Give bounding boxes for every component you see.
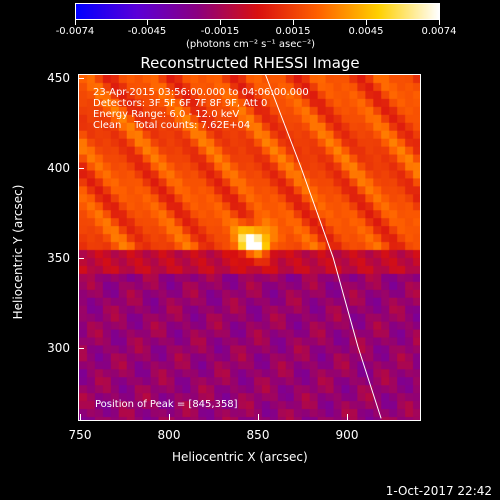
x-tick — [347, 414, 348, 420]
colorbar-units: (photons cm⁻² s⁻¹ asec⁻²) — [186, 39, 316, 50]
colorbar-tick — [220, 20, 221, 25]
x-tick-label: 800 — [157, 428, 181, 442]
x-tick-label: 850 — [246, 428, 270, 442]
colorbar-tick-label: -0.0045 — [127, 26, 167, 37]
info-time-range: 23-Apr-2015 03:56:00.000 to 04:06:00.000 — [93, 87, 309, 98]
x-axis-label: Heliocentric X (arcsec) — [172, 450, 308, 464]
info-energy-range: Energy Range: 6.0 - 12.0 keV — [93, 109, 240, 120]
y-tick — [78, 258, 84, 259]
colorbar-tick — [439, 20, 440, 25]
footer-timestamp: 1-Oct-2017 22:42 — [385, 484, 492, 498]
x-tick — [258, 414, 259, 420]
colorbar-tick-label: 0.0015 — [275, 26, 311, 37]
y-tick — [78, 348, 84, 349]
colorbar-tick — [147, 20, 148, 25]
x-tick — [80, 414, 81, 420]
colorbar — [75, 3, 440, 20]
y-tick — [78, 78, 84, 79]
info-peak-position: Position of Peak = [845,358] — [95, 399, 238, 410]
y-tick-label: 300 — [47, 341, 70, 355]
y-axis-label: Heliocentric Y (arcsec) — [11, 184, 25, 320]
colorbar-tick — [75, 20, 76, 25]
x-tick — [169, 414, 170, 420]
x-tick-label: 900 — [335, 428, 359, 442]
y-tick-label: 400 — [47, 161, 70, 175]
plot-title: Reconstructed RHESSI Image — [140, 54, 360, 72]
colorbar-tick-label: -0.0074 — [55, 26, 95, 37]
y-tick-label: 350 — [47, 251, 70, 265]
colorbar-tick-label: 0.0074 — [421, 26, 457, 37]
colorbar-tick — [366, 20, 367, 25]
image-plot: 23-Apr-2015 03:56:00.000 to 04:06:00.000… — [78, 74, 421, 421]
x-tick-label: 750 — [68, 428, 92, 442]
info-detectors: Detectors: 3F 5F 6F 7F 8F 9F, Att 0 — [93, 98, 268, 109]
colorbar-tick-label: -0.0015 — [200, 26, 240, 37]
colorbar-tick — [293, 20, 294, 25]
y-tick — [78, 168, 84, 169]
limb-line — [265, 75, 382, 419]
colorbar-tick-label: 0.0045 — [348, 26, 384, 37]
info-clean-counts: Clean Total counts: 7.62E+04 — [93, 120, 251, 131]
solar-limb-curve — [265, 75, 382, 419]
y-tick-label: 450 — [47, 71, 70, 85]
